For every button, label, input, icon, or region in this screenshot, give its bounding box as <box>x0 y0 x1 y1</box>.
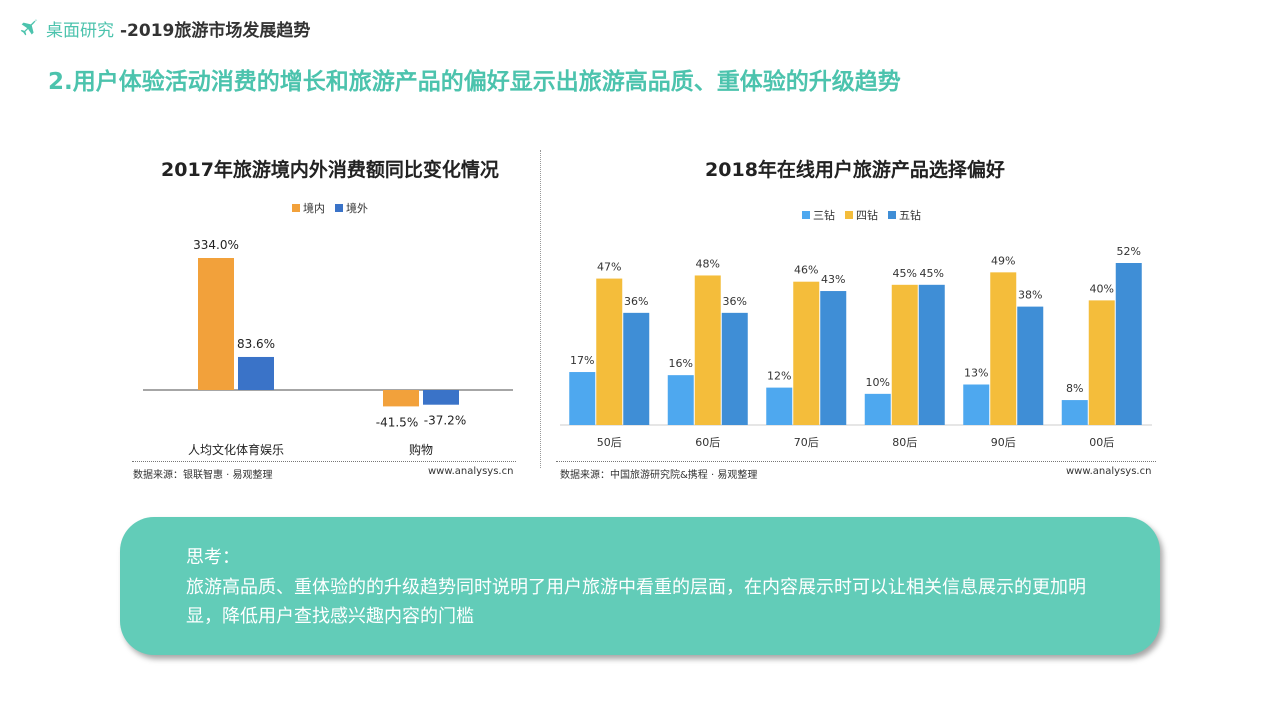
bar <box>596 278 623 425</box>
data-label: 10% <box>866 376 890 389</box>
bar <box>721 312 748 425</box>
headline: 2.用户体验活动消费的增长和旅游产品的偏好显示出旅游高品质、重体验的升级趋势 <box>48 69 901 95</box>
data-label: 49% <box>991 254 1015 267</box>
category-label: 购物 <box>409 442 433 457</box>
legend-item: 四钻 <box>845 207 878 223</box>
data-label: 334.0% <box>193 238 239 252</box>
chart2-title: 2018年在线用户旅游产品选择偏好 <box>705 159 1005 181</box>
category-label: 70后 <box>794 436 819 449</box>
data-label: 13% <box>964 367 988 380</box>
category-label: 60后 <box>695 436 720 449</box>
chart2-legend: 三钻 四钻 五钻 <box>802 207 921 223</box>
bar <box>963 384 990 425</box>
bar <box>198 258 234 390</box>
chart1-legend: 境内 境外 <box>292 200 368 216</box>
chart2-source: 数据来源：中国旅游研究院&携程 · 易观整理 <box>560 470 758 481</box>
header-subtitle: -2019旅游市场发展趋势 <box>120 21 311 41</box>
chart1-source: 数据来源：银联智惠 · 易观整理 <box>133 470 273 481</box>
bar <box>891 284 918 425</box>
bar <box>918 284 945 425</box>
data-label: 38% <box>1018 289 1042 302</box>
bar <box>694 275 721 425</box>
insight-box: 思考： 旅游高品质、重体验的的升级趋势同时说明了用户旅游中看重的层面，在内容展示… <box>120 517 1160 655</box>
bar <box>383 390 419 407</box>
bar <box>623 312 650 425</box>
data-label: -41.5% <box>376 415 418 429</box>
data-label: 40% <box>1090 282 1114 295</box>
bar <box>569 372 596 425</box>
bar <box>667 375 694 425</box>
header-brand: 桌面研究 <box>46 21 114 41</box>
insight-title: 思考： <box>186 547 240 568</box>
bar <box>793 281 820 425</box>
chart1-title: 2017年旅游境内外消费额同比变化情况 <box>161 159 499 181</box>
bar <box>238 356 274 390</box>
category-label: 00后 <box>1089 436 1114 449</box>
bar <box>820 291 847 425</box>
bar <box>1017 306 1044 425</box>
data-label: 36% <box>723 295 747 308</box>
data-label: 36% <box>624 295 648 308</box>
category-label: 50后 <box>597 436 622 449</box>
data-label: 12% <box>767 370 791 383</box>
category-label: 人均文化体育娱乐 <box>188 442 284 457</box>
divider <box>556 461 1156 462</box>
data-label: 45% <box>920 267 944 280</box>
bar <box>766 387 793 425</box>
chart1-plot: 334.0% 83.6% 人均文化体育娱乐 -41.5% -37.2% 购物 <box>143 238 513 457</box>
bar <box>990 272 1017 425</box>
legend-item: 三钻 <box>802 207 835 223</box>
bar <box>1115 263 1142 425</box>
chart1-site: www.analysys.cn <box>428 466 514 477</box>
bar <box>1061 400 1088 425</box>
category-label: 80后 <box>892 436 917 449</box>
bar <box>423 390 459 405</box>
data-label: 8% <box>1066 382 1083 395</box>
legend-item: 五钻 <box>888 207 921 223</box>
legend-item: 境内 <box>292 200 325 216</box>
data-label: 43% <box>821 273 845 286</box>
header: 桌面研究 -2019旅游市场发展趋势 <box>18 16 310 41</box>
data-label: 47% <box>597 261 621 274</box>
data-label: 45% <box>893 267 917 280</box>
chart2-plot: 17% 47% 36% 50后 16% 48% 36% 60后 12% 46%43% 70后 10% 4… <box>560 245 1152 449</box>
bar <box>1088 300 1115 425</box>
divider <box>132 461 516 462</box>
data-label: 16% <box>669 357 693 370</box>
data-label: 17% <box>570 354 594 367</box>
chart2-site: www.analysys.cn <box>1066 466 1152 477</box>
category-label: 90后 <box>991 436 1016 449</box>
insight-body: 旅游高品质、重体验的的升级趋势同时说明了用户旅游中看重的层面，在内容展示时可以让… <box>186 577 1086 627</box>
data-label: 52% <box>1117 245 1141 258</box>
data-label: -37.2% <box>424 414 466 428</box>
data-label: 46% <box>794 264 818 277</box>
vertical-divider <box>540 150 541 468</box>
bar <box>864 393 891 425</box>
airplane-icon <box>20 18 38 35</box>
data-label: 83.6% <box>237 337 275 351</box>
legend-item: 境外 <box>335 200 368 216</box>
data-label: 48% <box>696 257 720 270</box>
